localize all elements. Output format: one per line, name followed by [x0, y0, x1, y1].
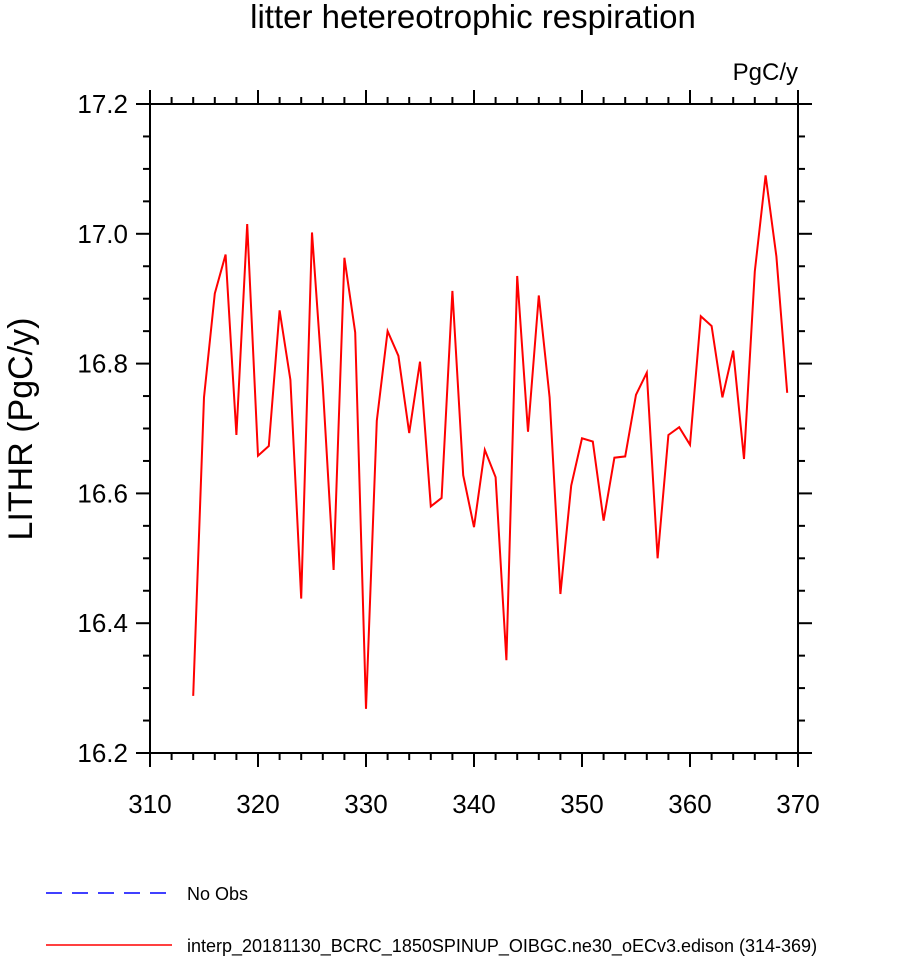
legend: No Obs interp_20181130_BCRC_1850SPINUP_OI… — [46, 884, 817, 957]
x-axis-ticks: 310 320 330 340 350 360 370 — [128, 90, 820, 819]
y-axis-label: LITHR (PgC/y) — [2, 318, 40, 541]
y-tick-label: 16.8 — [77, 349, 128, 379]
x-tick-label: 360 — [668, 789, 711, 819]
units-label: PgC/y — [733, 59, 798, 86]
legend-label: interp_20181130_BCRC_1850SPINUP_OIBGC.ne… — [187, 936, 817, 957]
x-tick-label: 370 — [776, 789, 819, 819]
chart-title: litter hetereotrophic respiration — [250, 0, 696, 35]
x-tick-label: 340 — [452, 789, 495, 819]
y-tick-label: 16.6 — [77, 478, 128, 508]
x-tick-label: 320 — [236, 789, 279, 819]
y-axis-ticks: 16.2 16.4 16.6 16.8 17.0 17.2 — [77, 89, 812, 768]
plot-area — [149, 103, 799, 754]
y-tick-label: 17.0 — [77, 219, 128, 249]
x-tick-label: 310 — [128, 789, 171, 819]
series-line — [192, 175, 789, 709]
y-tick-label: 16.2 — [77, 738, 128, 768]
y-tick-label: 17.2 — [77, 89, 128, 119]
y-tick-label: 16.4 — [77, 608, 128, 638]
x-tick-label: 330 — [344, 789, 387, 819]
plot-frame — [149, 103, 799, 754]
legend-label: No Obs — [187, 884, 248, 904]
x-tick-label: 350 — [560, 789, 603, 819]
series-layer — [192, 175, 789, 709]
